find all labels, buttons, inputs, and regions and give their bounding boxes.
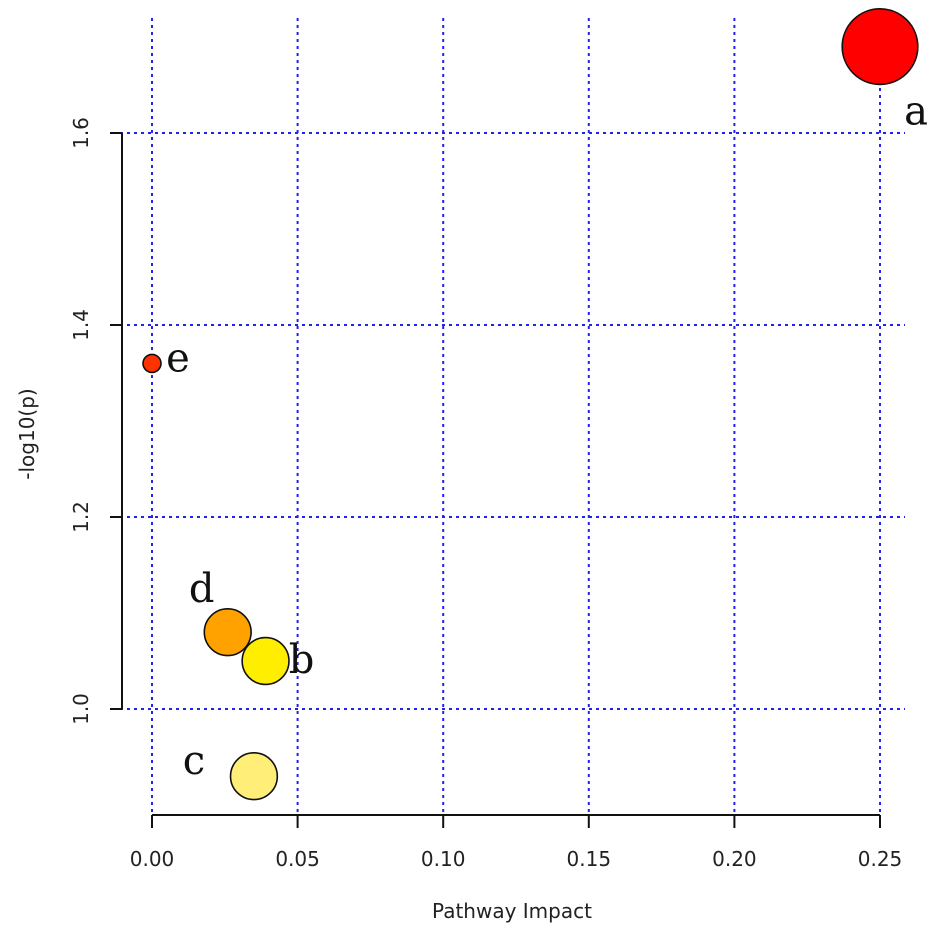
point-label-d: d xyxy=(189,566,215,612)
x-tick-label: 0.10 xyxy=(421,847,466,871)
y-tick-label: 1.0 xyxy=(69,693,93,725)
y-tick-label: 1.4 xyxy=(69,309,93,341)
point-label-b: b xyxy=(289,637,315,683)
y-tick-label: 1.6 xyxy=(69,117,93,149)
bubble-d xyxy=(203,607,252,657)
bubble-a xyxy=(841,7,919,86)
bubble-b xyxy=(241,636,290,686)
x-tick-label: 0.25 xyxy=(858,847,903,871)
bubble-c xyxy=(229,751,279,801)
tick-labels: 0.00 0.05 0.10 0.15 0.20 0.25 1.0 1.2 1.4 1.6 xyxy=(69,117,902,871)
y-axis-title: -log10(p) xyxy=(15,388,39,479)
point-label-a: a xyxy=(904,89,928,135)
y-tick-label: 1.2 xyxy=(69,501,93,533)
x-axis-title: Pathway Impact xyxy=(432,899,592,923)
x-tick-label: 0.20 xyxy=(712,847,757,871)
axes xyxy=(110,132,881,828)
x-tick-label: 0.05 xyxy=(275,847,320,871)
point-label-c: c xyxy=(183,738,205,784)
data-points xyxy=(142,7,919,801)
grid xyxy=(120,18,905,812)
bubble-e xyxy=(142,353,162,374)
point-label-e: e xyxy=(166,335,190,381)
point-labels: a b c d e xyxy=(166,89,928,785)
x-tick-label: 0.15 xyxy=(567,847,612,871)
x-tick-label: 0.00 xyxy=(130,847,175,871)
